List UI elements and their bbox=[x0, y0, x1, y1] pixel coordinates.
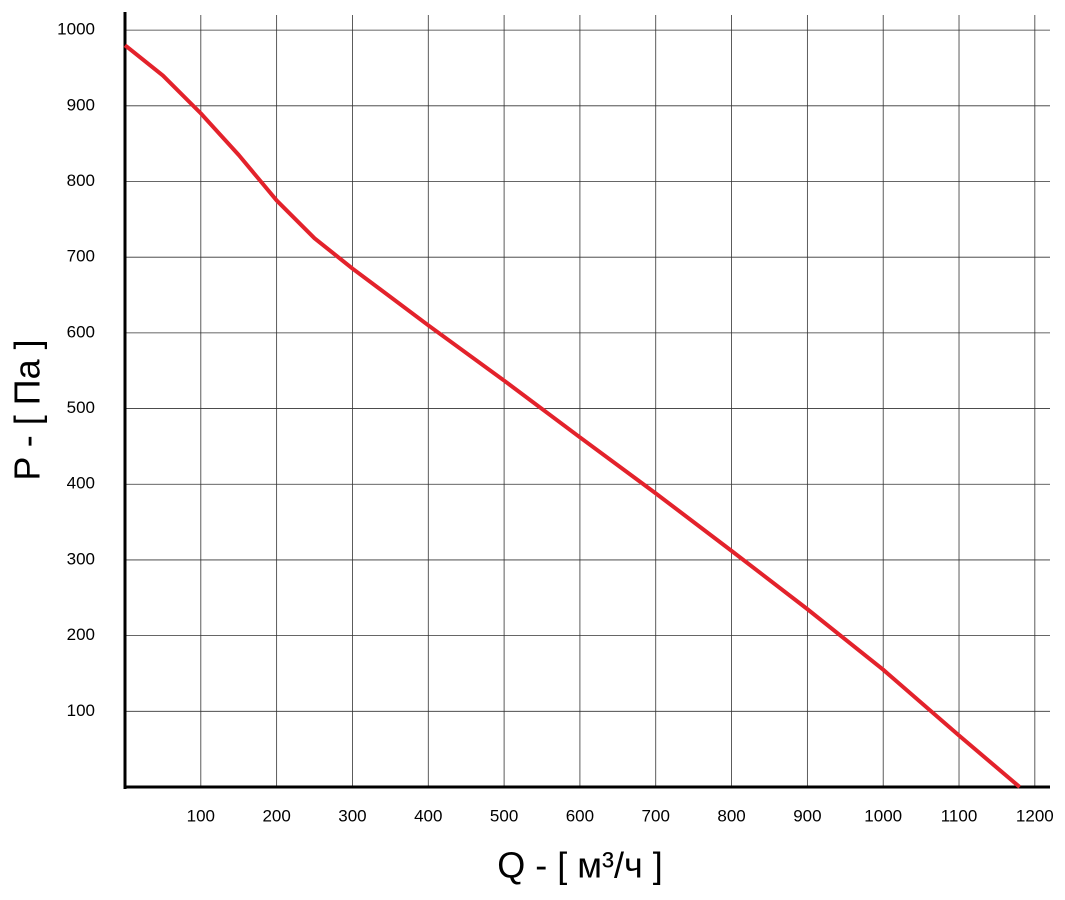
x-tick-label: 100 bbox=[187, 806, 215, 825]
y-tick-label: 400 bbox=[67, 474, 95, 493]
y-tick-label: 500 bbox=[67, 398, 95, 417]
x-tick-label: 1100 bbox=[941, 806, 978, 825]
y-tick-label: 900 bbox=[67, 95, 95, 114]
y-tick-label: 200 bbox=[67, 625, 95, 644]
x-tick-label: 500 bbox=[490, 806, 518, 825]
x-tick-label: 600 bbox=[566, 806, 594, 825]
x-tick-label: 400 bbox=[414, 806, 442, 825]
y-tick-label: 300 bbox=[67, 549, 95, 568]
y-tick-label: 100 bbox=[67, 701, 95, 720]
y-tick-label: 1000 bbox=[57, 20, 95, 39]
x-tick-label: 300 bbox=[338, 806, 366, 825]
y-tick-label: 700 bbox=[67, 247, 95, 266]
x-axis-title: Q - [ м³/ч ] bbox=[497, 845, 663, 886]
x-tick-label: 900 bbox=[793, 806, 821, 825]
y-tick-label: 600 bbox=[67, 322, 95, 341]
x-tick-label: 800 bbox=[717, 806, 745, 825]
y-axis-title: P - [ Па ] bbox=[7, 339, 48, 480]
x-tick-label: 1000 bbox=[864, 806, 902, 825]
x-tick-label: 1200 bbox=[1016, 806, 1054, 825]
curve bbox=[123, 43, 1021, 789]
x-tick-label: 200 bbox=[262, 806, 290, 825]
y-tick-label: 800 bbox=[67, 171, 95, 190]
x-tick-label: 700 bbox=[642, 806, 670, 825]
